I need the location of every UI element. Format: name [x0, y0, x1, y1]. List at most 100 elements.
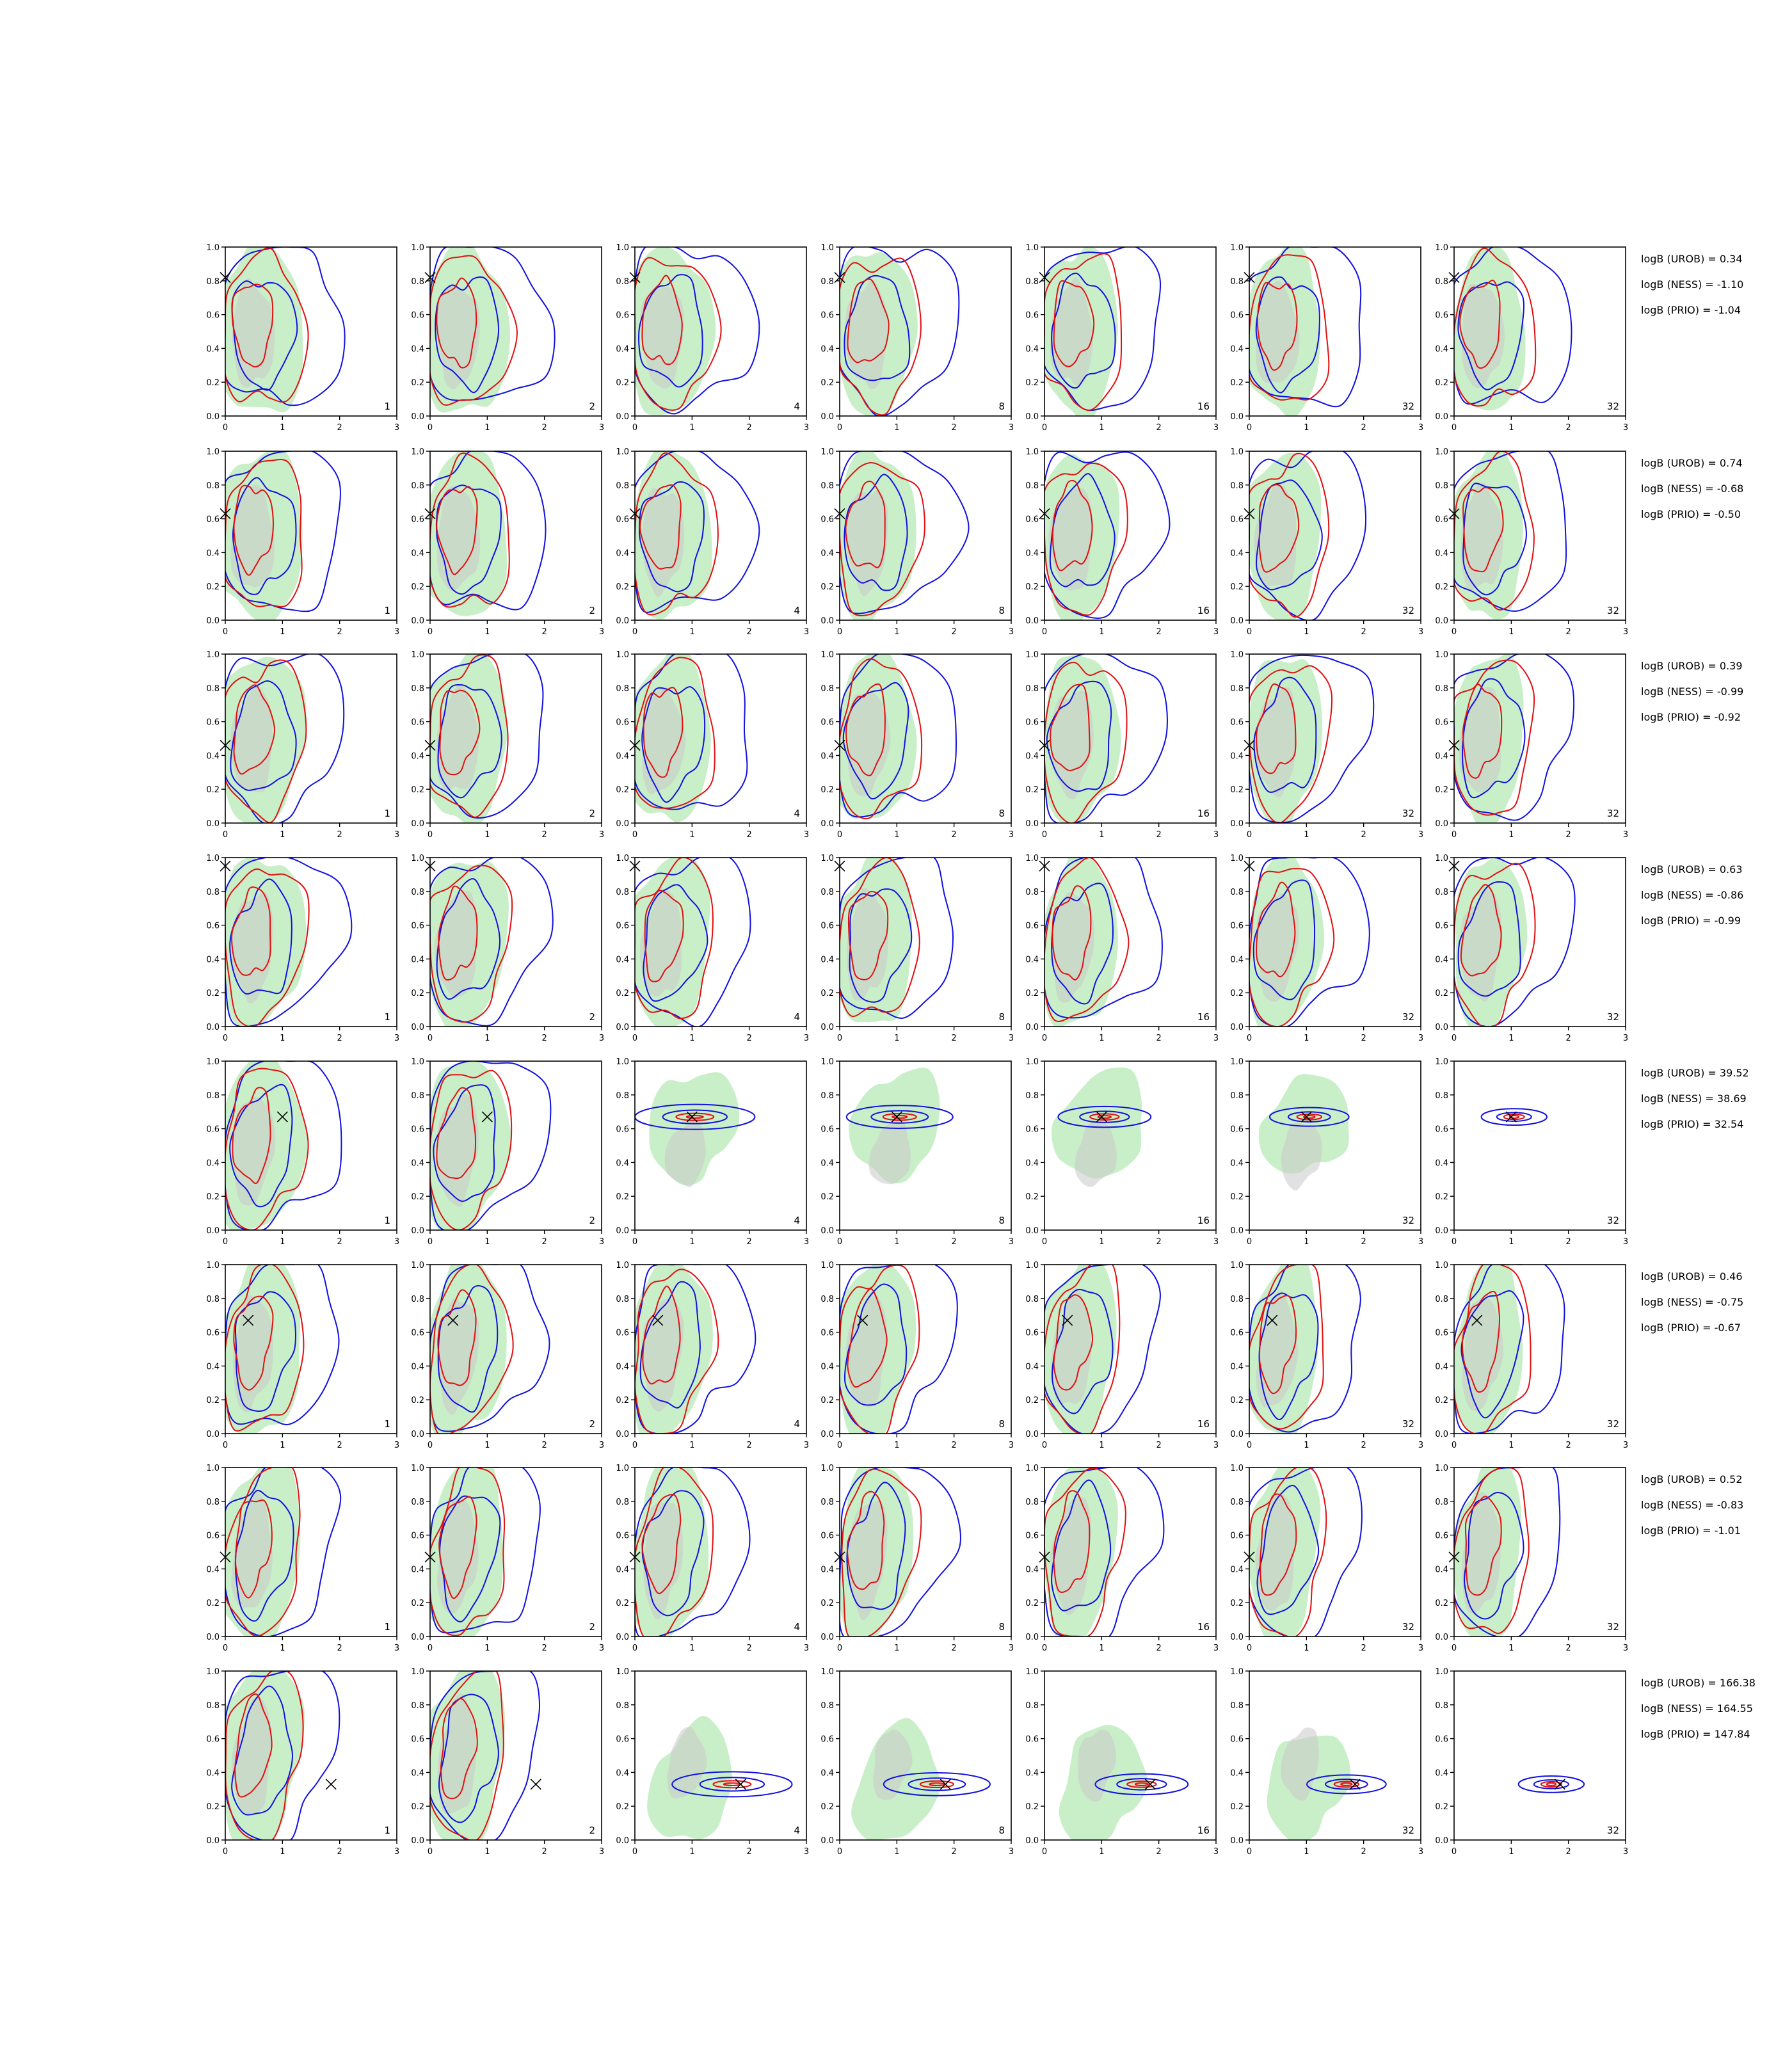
- blue-contour-inner: [433, 1084, 496, 1202]
- x-tick-label: 0: [837, 1644, 842, 1653]
- red-contour-inner: [845, 683, 886, 776]
- blue-contour-outer: [225, 654, 345, 823]
- axes-frame: [634, 451, 807, 621]
- x-tick-label: 1: [1099, 627, 1104, 637]
- x-tick-label: 3: [1213, 1237, 1219, 1247]
- y-tick-label: 1.0: [1230, 1667, 1244, 1677]
- y-tick-label: 1.0: [206, 1261, 220, 1270]
- logb-text: logB (NESS) = -0.83: [1641, 1499, 1743, 1511]
- x-tick-label: 1: [894, 1847, 899, 1857]
- x-tick-label: 0: [1452, 1847, 1457, 1857]
- x-tick-label: 0: [837, 423, 842, 433]
- x-tick-label: 1: [1508, 627, 1514, 637]
- y-tick-label: 0.8: [411, 277, 424, 287]
- gray-density: [230, 484, 275, 588]
- y-tick-label: 1.0: [1025, 243, 1039, 253]
- truth-marker: [1471, 1315, 1483, 1326]
- y-tick-label: 0.8: [616, 684, 629, 694]
- panel-r3-c1: 0 1 2 3 0.0 0.2 0.4 0.6 0.8 1.0 1: [206, 650, 399, 840]
- y-tick-label: 0.0: [616, 819, 629, 829]
- x-tick-label: 3: [1009, 423, 1014, 433]
- y-tick-label: 0.2: [1025, 785, 1039, 795]
- y-tick-label: 0.8: [411, 1091, 424, 1101]
- x-tick-label: 3: [1213, 627, 1219, 637]
- panel-r4-c3: 0 1 2 3 0.0 0.2 0.4 0.6 0.8 1.0 4: [616, 854, 809, 1043]
- y-tick-label: 0.0: [206, 412, 220, 422]
- blue-contour-outer: [430, 247, 556, 401]
- panel-r5-c6: 0 1 2 3 0.0 0.2 0.4 0.6 0.8 1.0 32: [1230, 1057, 1423, 1247]
- gray-density: [1078, 1729, 1116, 1802]
- y-tick-label: 0.2: [616, 378, 629, 388]
- y-tick-label: 0.6: [1435, 718, 1448, 728]
- axes-frame: [225, 246, 397, 417]
- y-tick-label: 0.8: [1435, 888, 1448, 897]
- red-contour-outer: [430, 1265, 514, 1434]
- blue-contour-outer: [225, 1671, 340, 1840]
- x-tick-label: 0: [1042, 1847, 1047, 1857]
- x-tick-label: 1: [484, 627, 490, 637]
- blue-contour-outer: [1480, 1108, 1548, 1126]
- y-tick-label: 0.8: [820, 1295, 834, 1304]
- truth-marker: [1062, 1315, 1073, 1326]
- y-tick-label: 1.0: [1230, 1464, 1244, 1473]
- x-tick-label: 0: [428, 1644, 433, 1653]
- panel-r7-c6: 0 1 2 3 0.0 0.2 0.4 0.6 0.8 1.0 32: [1230, 1464, 1423, 1653]
- axes-frame: [429, 1060, 602, 1231]
- y-tick-label: 1.0: [411, 1057, 424, 1067]
- x-tick-label: 2: [952, 1847, 957, 1857]
- x-tick-label: 3: [804, 1847, 809, 1857]
- panel-count-label: 32: [1607, 1621, 1619, 1633]
- x-tick-label: 3: [1009, 627, 1014, 637]
- x-tick-label: 0: [428, 1237, 433, 1247]
- blue-contour-inner: [231, 1685, 294, 1816]
- y-tick-label: 0.0: [820, 616, 834, 626]
- blue-contour-inner: [908, 1777, 966, 1791]
- red-contour-inner: [846, 1491, 885, 1590]
- red-contour-outer: [1249, 665, 1333, 823]
- blue-contour-inner: [1252, 879, 1316, 1000]
- gray-density: [1462, 1492, 1501, 1613]
- x-tick-label: 2: [747, 627, 752, 637]
- blue-contour-outer: [635, 451, 760, 613]
- y-tick-label: 0.4: [411, 344, 424, 354]
- logb-text: logB (NESS) = -0.68: [1641, 483, 1743, 495]
- panel-r2-c3: 0 1 2 3 0.0 0.2 0.4 0.6 0.8 1.0 4: [616, 447, 809, 637]
- x-tick-label: 0: [428, 1847, 433, 1857]
- y-tick-label: 0.6: [411, 515, 424, 525]
- logb-text: logB (NESS) = -1.10: [1641, 278, 1743, 291]
- red-contour-inner: [1052, 885, 1092, 980]
- x-tick-label: 3: [1623, 423, 1628, 433]
- blue-contour-inner: [232, 477, 297, 595]
- y-tick-label: 0.2: [820, 1192, 834, 1202]
- panel-count-label: 32: [1402, 1215, 1414, 1226]
- red-contour-outer: [1044, 1265, 1121, 1434]
- panel-r3-c7: 0 1 2 3 0.0 0.2 0.4 0.6 0.8 1.0 32: [1435, 650, 1628, 840]
- y-tick-label: 0.4: [411, 1158, 424, 1168]
- y-tick-label: 0.4: [1025, 955, 1039, 964]
- x-tick-label: 1: [1508, 1034, 1514, 1043]
- red-contour-inner: [1256, 683, 1297, 774]
- x-tick-label: 2: [747, 830, 752, 840]
- logb-text: logB (PRIO) = -1.04: [1641, 304, 1741, 316]
- axes-frame: [1249, 1060, 1421, 1231]
- y-tick-label: 0.6: [616, 1329, 629, 1338]
- x-tick-label: 3: [1418, 1441, 1423, 1450]
- axes-frame: [839, 246, 1012, 417]
- red-contour-outer: [1126, 1780, 1157, 1788]
- x-tick-label: 2: [952, 627, 957, 637]
- y-tick-label: 0.8: [1230, 888, 1244, 897]
- red-contour-outer: [840, 257, 922, 416]
- x-tick-label: 1: [280, 1644, 285, 1653]
- blue-contour-outer: [430, 1671, 541, 1840]
- blue-contour-inner: [1253, 676, 1317, 793]
- x-tick-label: 3: [599, 1644, 604, 1653]
- gray-density: [438, 1299, 479, 1415]
- x-tick-label: 2: [542, 1644, 547, 1653]
- y-tick-label: 0.6: [616, 1125, 629, 1135]
- y-tick-label: 1.0: [1435, 1667, 1448, 1677]
- y-tick-label: 1.0: [1435, 1464, 1448, 1473]
- logb-text: logB (PRIO) = -1.01: [1641, 1524, 1741, 1537]
- red-contour-outer: [841, 1468, 922, 1636]
- x-tick-label: 0: [1452, 1644, 1457, 1653]
- axes-frame: [634, 246, 807, 417]
